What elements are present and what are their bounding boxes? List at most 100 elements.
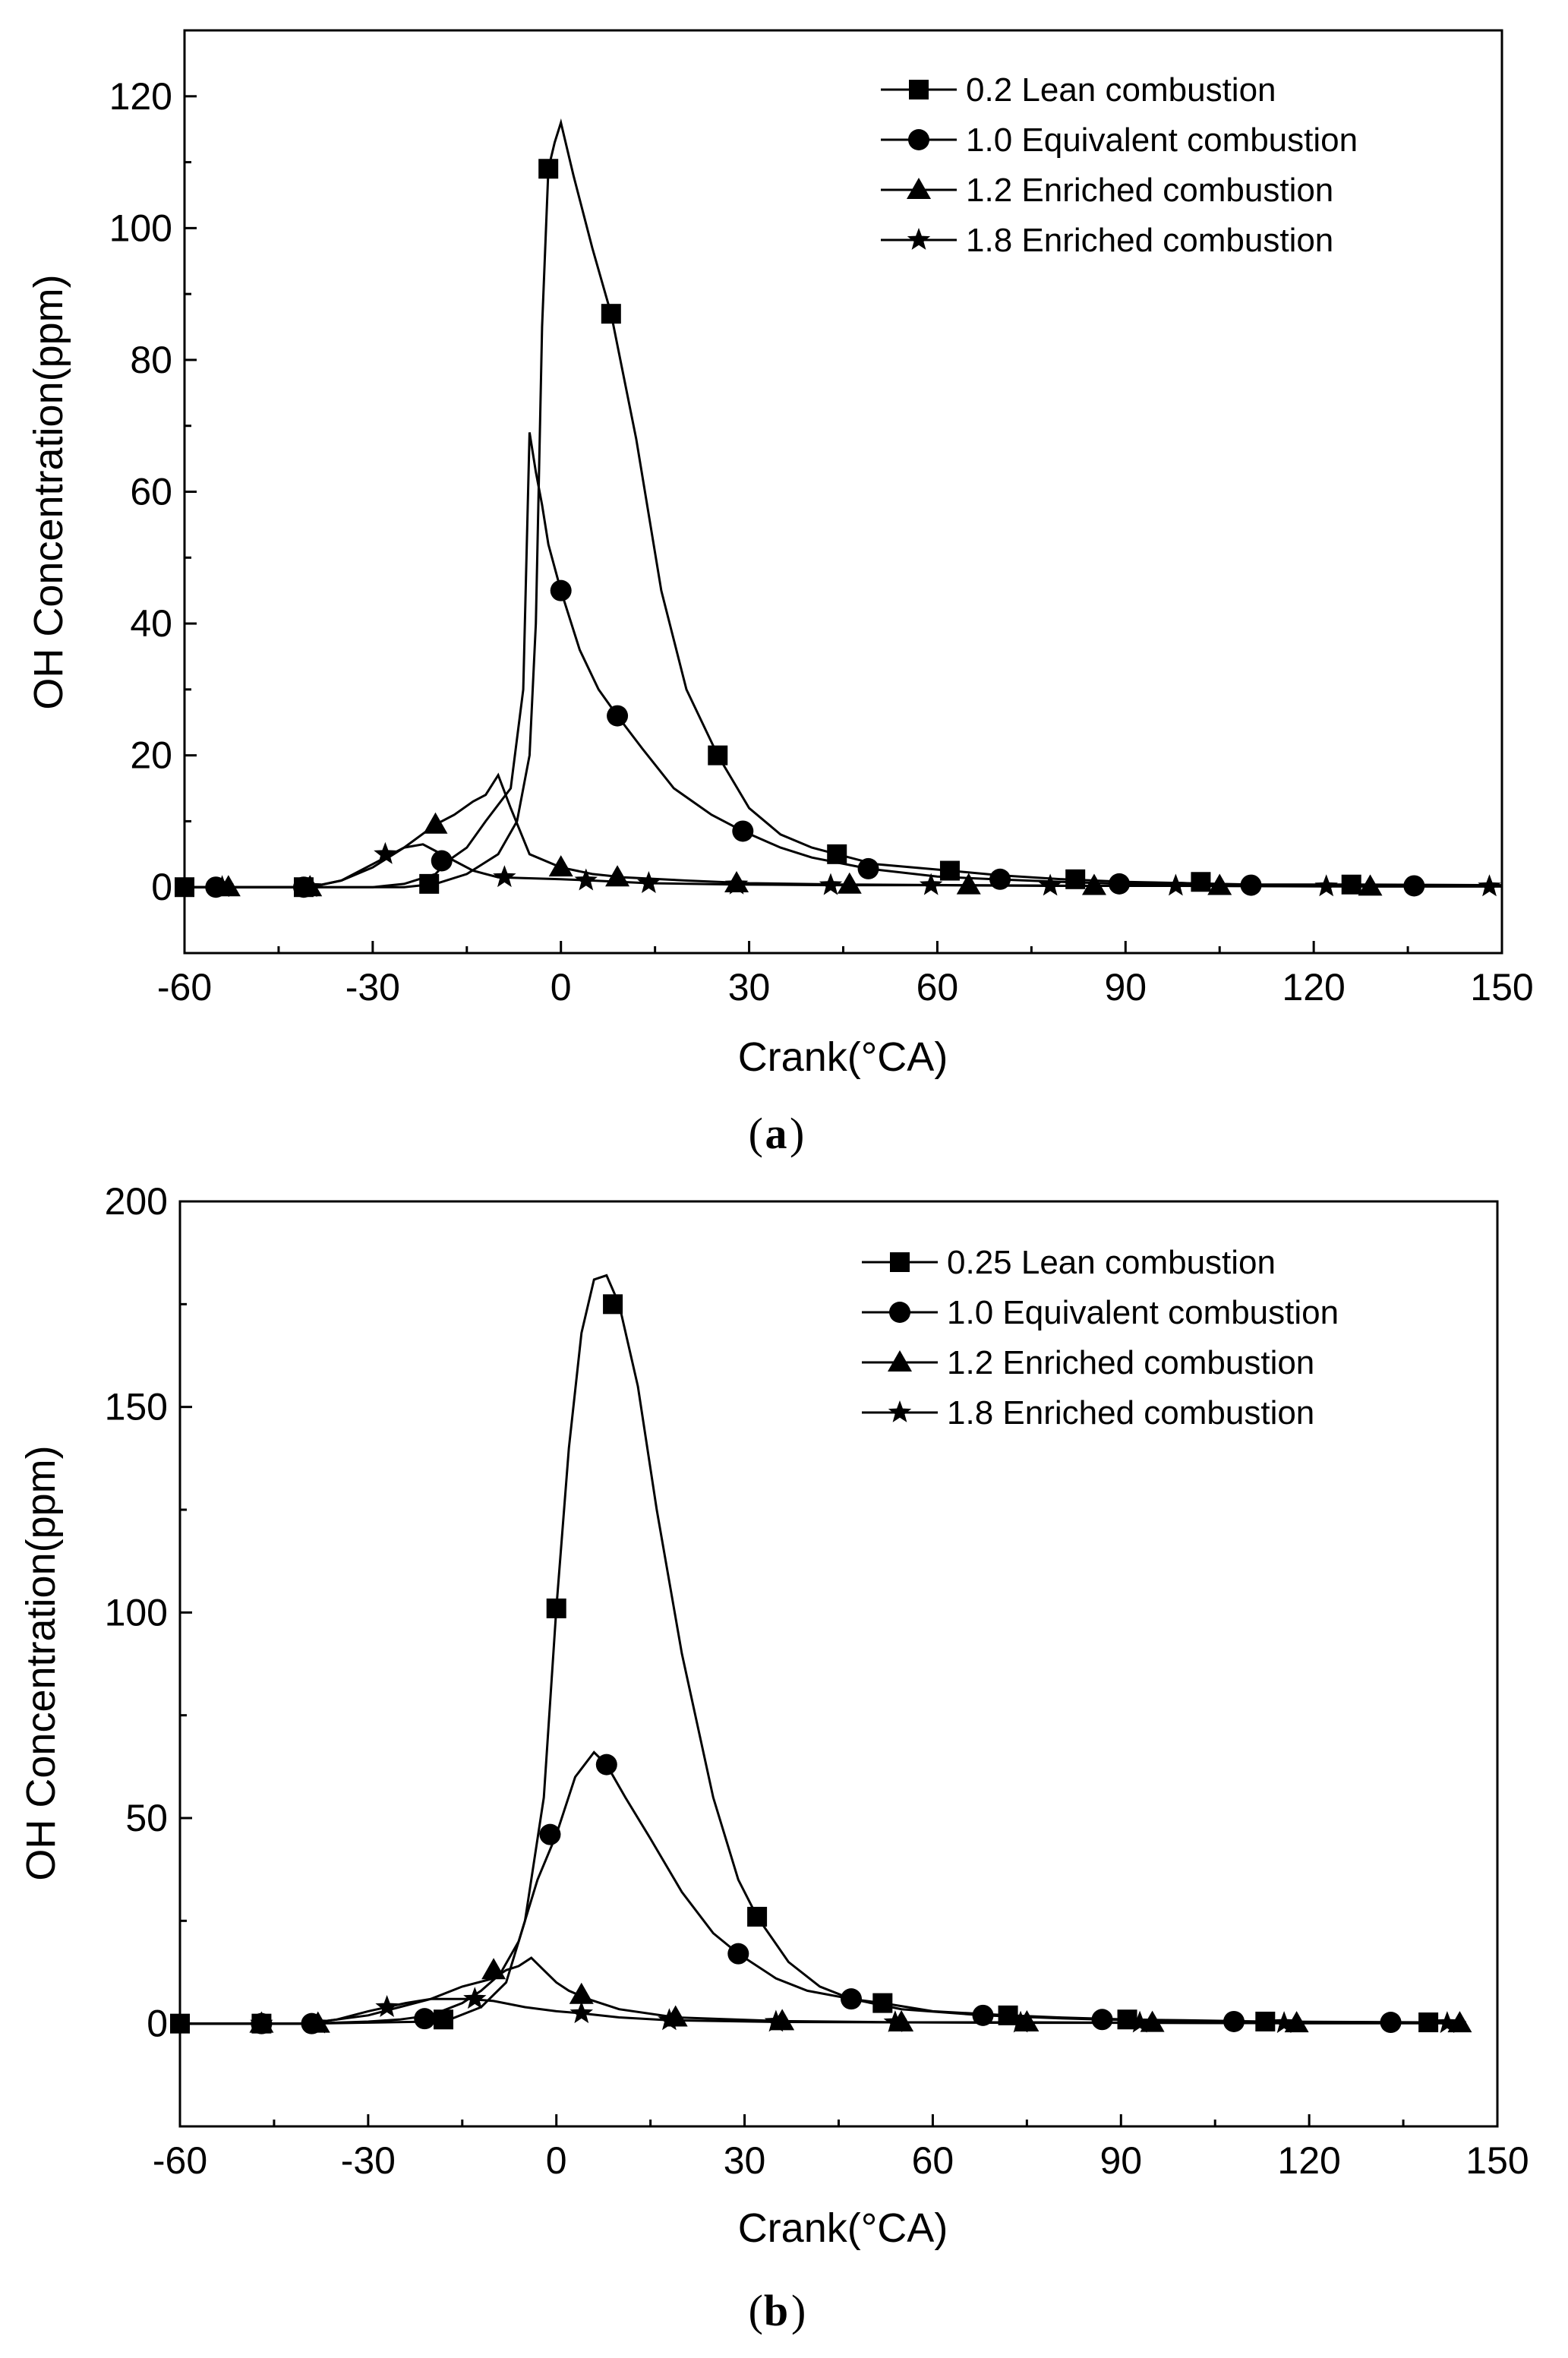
y-tick-label: 120 bbox=[109, 75, 172, 118]
legend-label: 1.8 Enriched combustion bbox=[966, 222, 1333, 259]
x-tick-label: 150 bbox=[1470, 966, 1533, 1009]
x-tick-label: 60 bbox=[912, 2139, 954, 2182]
data-point-star bbox=[374, 841, 397, 864]
data-point-star bbox=[1435, 2011, 1459, 2034]
y-tick-label: 40 bbox=[130, 602, 172, 645]
data-point-circle bbox=[841, 1988, 863, 2010]
y-tick-label: 200 bbox=[105, 1180, 168, 1223]
legend-marker-square bbox=[909, 80, 929, 99]
data-point-circle bbox=[431, 850, 453, 872]
legend-label: 0.2 Lean combustion bbox=[966, 71, 1276, 109]
legend-marker-star bbox=[888, 1400, 912, 1422]
y-axis-title-b: OH Concentration(ppm) bbox=[18, 1445, 64, 1880]
data-point-square bbox=[1191, 872, 1211, 892]
data-point-triangle bbox=[1207, 873, 1232, 895]
legend-label: 1.2 Enriched combustion bbox=[947, 1344, 1314, 1381]
series-line bbox=[180, 1274, 1466, 2025]
chart-panel-b: -60 -30 0 30 60 90 120 150 0 50 100 150 200 0.25 Lea… bbox=[18, 1180, 1529, 2335]
y-tick-label: 80 bbox=[130, 339, 172, 381]
data-point-star bbox=[298, 875, 322, 898]
data-point-triangle bbox=[1358, 874, 1383, 896]
data-point-star bbox=[1478, 874, 1501, 897]
legend-entry: 0.2 Lean combustion bbox=[881, 71, 1276, 109]
x-tick-label: 30 bbox=[724, 2139, 766, 2182]
series-circle bbox=[180, 1750, 1466, 2034]
data-point-circle bbox=[607, 705, 629, 727]
legend-marker-square bbox=[890, 1252, 910, 1272]
data-point-triangle bbox=[423, 812, 448, 834]
data-point-square bbox=[546, 1598, 566, 1618]
x-tick-label: 30 bbox=[728, 966, 771, 1009]
y-tick-label: 0 bbox=[151, 866, 172, 908]
data-point-triangle bbox=[1081, 873, 1106, 895]
x-tick-label: -60 bbox=[153, 2139, 207, 2182]
data-point-circle bbox=[857, 857, 879, 879]
legend-marker-triangle bbox=[907, 178, 931, 199]
data-point-triangle bbox=[837, 872, 862, 894]
data-point-star bbox=[658, 2008, 681, 2031]
x-tick-label: -30 bbox=[345, 966, 400, 1009]
panel-label-close-paren-a: ) bbox=[790, 1109, 804, 1158]
legend-marker-circle bbox=[889, 1302, 910, 1323]
legend-entry: 1.8 Enriched combustion bbox=[881, 222, 1333, 259]
series-line bbox=[185, 772, 1502, 889]
data-point-star bbox=[493, 865, 516, 888]
legend-entry: 1.0 Equivalent combustion bbox=[862, 1294, 1339, 1331]
data-point-triangle bbox=[569, 1982, 594, 2004]
data-point-triangle bbox=[1447, 2011, 1472, 2033]
data-point-star bbox=[883, 2010, 907, 2032]
series-triangle bbox=[185, 772, 1502, 897]
series-star bbox=[180, 1987, 1459, 2034]
data-point-square bbox=[708, 745, 728, 765]
series-square bbox=[175, 118, 1503, 898]
data-point-star bbox=[210, 875, 234, 898]
data-point-circle bbox=[550, 579, 572, 601]
legend-label: 1.0 Equivalent combustion bbox=[966, 122, 1358, 159]
x-axis-title-b: Crank(°CA) bbox=[738, 2205, 948, 2251]
series-line bbox=[185, 432, 1502, 889]
legend-marker-circle bbox=[908, 129, 929, 150]
y-tick-label: 150 bbox=[105, 1386, 168, 1428]
x-tick-label: 90 bbox=[1099, 2139, 1142, 2182]
data-point-square bbox=[601, 304, 621, 324]
chart-panel-a: -60 -30 0 30 60 90 120 150 0 20 40 60 80 100 120 0.2 L… bbox=[26, 29, 1534, 1158]
panel-label-open-paren-a: ( bbox=[749, 1109, 763, 1158]
legend-entry: 1.8 Enriched combustion bbox=[862, 1394, 1314, 1432]
data-point-triangle bbox=[1284, 2011, 1309, 2033]
x-tick-label: 60 bbox=[917, 966, 959, 1009]
x-axis-title-a: Crank(°CA) bbox=[738, 1034, 948, 1080]
series-line bbox=[185, 118, 1503, 889]
data-point-star bbox=[574, 868, 598, 891]
y-tick-label: 0 bbox=[147, 2003, 168, 2045]
data-point-square bbox=[538, 159, 559, 179]
data-point-star bbox=[819, 873, 843, 895]
data-point-star bbox=[375, 1995, 399, 2017]
data-point-circle bbox=[972, 2004, 994, 2026]
series-star bbox=[185, 841, 1502, 898]
y-tick-label: 100 bbox=[109, 207, 172, 249]
data-point-star bbox=[1128, 2010, 1152, 2033]
legend-entry: 1.2 Enriched combustion bbox=[881, 172, 1333, 209]
panel-label-close-paren-b: ) bbox=[791, 2286, 806, 2335]
y-tick-label: 50 bbox=[125, 1797, 168, 1839]
data-point-star bbox=[724, 872, 749, 895]
x-tick-label: 120 bbox=[1277, 2139, 1340, 2182]
data-point-circle bbox=[595, 1754, 617, 1776]
data-point-star bbox=[463, 1987, 487, 2009]
legend-marker-triangle bbox=[888, 1350, 912, 1372]
legend-entry: 1.2 Enriched combustion bbox=[862, 1344, 1314, 1381]
data-point-triangle bbox=[481, 1958, 506, 1980]
series-square bbox=[170, 1274, 1466, 2034]
data-point-star bbox=[764, 2009, 788, 2032]
data-point-star bbox=[569, 2001, 593, 2024]
data-point-triangle bbox=[1140, 2010, 1165, 2032]
data-point-square bbox=[747, 1906, 768, 1927]
data-point-star bbox=[1272, 2011, 1296, 2034]
x-tick-label: 120 bbox=[1282, 966, 1345, 1009]
data-point-star bbox=[250, 2011, 273, 2034]
plot-frame-a bbox=[183, 29, 1503, 955]
panel-label-a: ( a ) bbox=[749, 1109, 805, 1158]
x-tick-label: 0 bbox=[551, 966, 572, 1009]
panel-label-b: ( b ) bbox=[749, 2286, 806, 2335]
